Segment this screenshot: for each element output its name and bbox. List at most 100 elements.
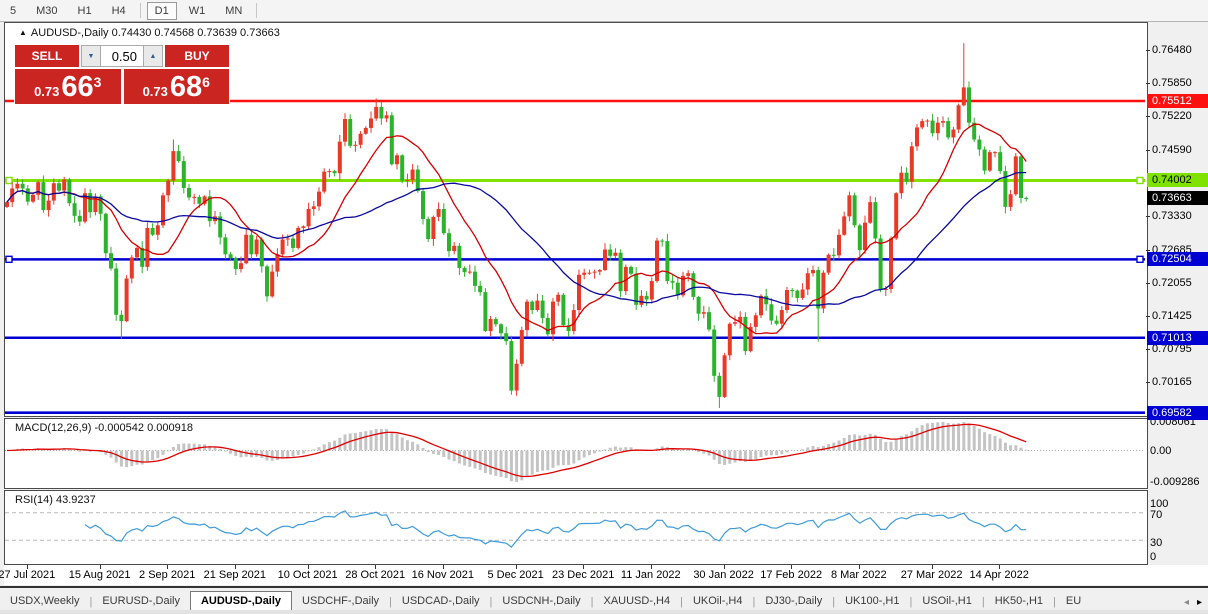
macd-canvas[interactable] (5, 419, 1145, 486)
chart-tab-uk100-h1[interactable]: UK100-,H1 (845, 595, 900, 607)
date-tick-label: 21 Sep 2021 (203, 569, 266, 581)
date-tick-mark (26, 565, 28, 569)
rsi-label: RSI(14) 43.9237 (15, 494, 96, 506)
price-chart-pane[interactable]: ▲ AUDUSD-,Daily 0.74430 0.74568 0.73639 0… (4, 22, 1148, 417)
date-tick-label: 14 Apr 2022 (969, 569, 1029, 581)
price-tick-label: 0.76480 (1152, 44, 1192, 57)
timeframe-button-mn[interactable]: MN (225, 4, 243, 17)
date-tick-label: 8 Mar 2022 (830, 569, 887, 581)
symbol-ohlc-text: AUDUSD-,Daily 0.74430 0.74568 0.73639 0.… (30, 27, 280, 39)
price-tick-label: 0.75220 (1152, 110, 1192, 123)
chart-tab-usoil-h1[interactable]: USOil-,H1 (922, 595, 972, 607)
axis-tick-mark (1146, 116, 1150, 118)
chart-tab-usdcnh-daily[interactable]: USDCNH-,Daily (502, 595, 581, 607)
hline-handle[interactable] (5, 255, 13, 264)
tab-separator: | (489, 596, 493, 608)
date-tick-mark (442, 565, 444, 569)
macd-label: MACD(12,26,9) -0.000542 0.000918 (15, 422, 193, 434)
buy-button[interactable]: BUY (165, 45, 229, 67)
date-tick-label: 10 Oct 2021 (277, 569, 338, 581)
chart-tab-bar: USDX,Weekly | EURUSD-,Daily AUDUSD-,Daily US… (0, 586, 1208, 612)
hline-handle[interactable] (1136, 255, 1144, 264)
tab-scroll-right-icon[interactable]: ▸ (1196, 597, 1202, 608)
current-price-tag: 0.73663 (1147, 191, 1208, 206)
macd-tick-label: 0.00 (1150, 444, 1172, 457)
axis-tick-mark (1146, 215, 1150, 217)
timeframe-button-d1[interactable]: D1 (146, 1, 177, 20)
sell-price-display[interactable]: 0.73 66 3 (15, 69, 121, 104)
rsi-tick-label: 0 (1150, 551, 1157, 563)
ma-slow-line (6, 171, 1027, 307)
window-bottom-edge (0, 610, 1208, 614)
volume-decrease-button[interactable]: ▼ (81, 45, 101, 67)
rsi-pane[interactable]: RSI(14) 43.9237 (4, 490, 1148, 565)
date-tick-mark (234, 565, 236, 569)
date-tick-mark (931, 565, 933, 569)
price-tick-label: 0.71425 (1152, 310, 1192, 323)
hline-handle[interactable] (5, 176, 13, 185)
date-tick-mark (583, 565, 585, 569)
hline-price-tag: 0.69582 (1147, 406, 1208, 421)
chart-tab-usdcad-daily[interactable]: USDCAD-,Daily (401, 595, 480, 607)
chart-tab-eurusd-daily[interactable]: EURUSD-,Daily (102, 595, 180, 607)
timeframe-button-h4[interactable]: H4 (111, 4, 126, 17)
date-tick-label: 2 Sep 2021 (139, 569, 196, 581)
symbol-ohlc-line: ▲ AUDUSD-,Daily 0.74430 0.74568 0.73639 0… (19, 27, 280, 39)
buy-price-pips: 68 (169, 71, 203, 103)
date-tick-mark (167, 565, 169, 569)
tab-separator: | (89, 596, 93, 608)
date-tick-label: 30 Jan 2022 (693, 569, 754, 581)
macd-tick-label: -0.009286 (1150, 476, 1200, 488)
hline-price-tag: 0.71013 (1147, 330, 1208, 345)
date-tick-mark (515, 565, 517, 569)
volume-increase-button[interactable]: ▲ (143, 45, 163, 67)
date-tick-label: 23 Dec 2021 (551, 569, 615, 581)
candlestick-canvas[interactable] (5, 23, 1145, 414)
sell-button[interactable]: SELL (15, 45, 79, 67)
ma-fast-line (6, 123, 1027, 335)
hline-handle[interactable] (1136, 176, 1144, 185)
rsi-canvas[interactable] (5, 491, 1145, 562)
price-tick-label: 0.75850 (1152, 77, 1192, 90)
date-tick-mark (723, 565, 725, 569)
buy-price-display[interactable]: 0.73 68 6 (123, 69, 229, 104)
chart-tab-xauusd-h4[interactable]: XAUUSD-,H4 (603, 595, 671, 607)
hline-price-tag: 0.75512 (1147, 94, 1208, 108)
chart-tab-dj30-daily[interactable]: DJ30-,Daily (765, 595, 823, 607)
axis-tick-mark (1146, 50, 1150, 52)
timeframe-button-5[interactable]: 5 (10, 4, 17, 17)
axis-tick-mark (1146, 316, 1150, 318)
chart-tab-ukoil-h4[interactable]: UKOil-,H4 (692, 595, 743, 607)
date-tick-mark (375, 565, 377, 569)
toolbar-separator (139, 3, 141, 18)
volume-input[interactable]: 0.50 (101, 45, 143, 67)
date-tick-mark (307, 565, 309, 569)
chart-tab-hk50-h1[interactable]: HK50-,H1 (994, 595, 1044, 607)
date-tick-label: 15 Aug 2021 (68, 569, 131, 581)
macd-pane[interactable]: MACD(12,26,9) -0.000542 0.000918 (4, 418, 1148, 489)
axis-tick-mark (1146, 83, 1150, 85)
tab-separator: | (981, 596, 985, 608)
rsi-tick-label: 100 (1150, 498, 1169, 510)
date-tick-mark (650, 565, 652, 569)
sell-price-base: 0.73 (34, 84, 60, 99)
date-tick-label: 16 Nov 2021 (411, 569, 474, 581)
date-tick-label: 5 Dec 2021 (487, 569, 544, 581)
sell-price-pips: 66 (61, 71, 94, 103)
hline-price-tag: 0.74002 (1147, 173, 1208, 188)
timeframe-button-m30[interactable]: M30 (36, 4, 58, 17)
timeframe-button-w1[interactable]: W1 (188, 4, 206, 17)
price-tick-label: 0.70165 (1152, 376, 1192, 389)
chart-tab-usdchf-daily[interactable]: USDCHF-,Daily (302, 595, 380, 607)
chart-tab-usdx-weekly[interactable]: USDX,Weekly (10, 595, 80, 607)
rsi-tick-label: 70 (1150, 509, 1163, 521)
chart-tab-eu[interactable]: EU (1065, 595, 1082, 607)
timeframe-button-h1[interactable]: H1 (77, 4, 92, 17)
axis-tick-mark (1146, 349, 1150, 351)
tab-scroll-left-icon[interactable]: ◂ (1183, 597, 1189, 608)
price-tick-label: 0.70795 (1152, 343, 1192, 356)
timeframe-toolbar: 5 M30 H1 H4 D1 W1 MN (0, 0, 1208, 22)
tab-separator: | (909, 596, 913, 608)
chart-tab-audusd-daily[interactable]: AUDUSD-,Daily (189, 591, 293, 612)
